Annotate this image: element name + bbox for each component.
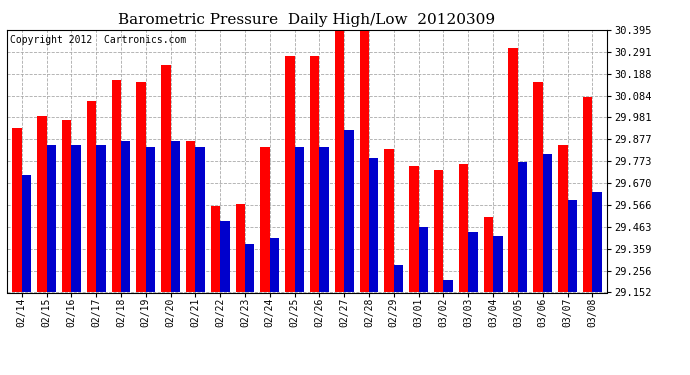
Bar xyxy=(37,116,47,292)
Bar xyxy=(137,82,146,292)
Bar xyxy=(533,82,543,292)
Bar xyxy=(459,164,469,292)
Bar xyxy=(310,56,319,292)
Bar xyxy=(344,130,354,292)
Bar xyxy=(469,232,477,292)
Bar xyxy=(419,228,428,292)
Bar xyxy=(319,147,329,292)
Bar xyxy=(161,65,170,292)
Text: Copyright 2012  Cartronics.com: Copyright 2012 Cartronics.com xyxy=(10,35,186,45)
Bar xyxy=(444,280,453,292)
Bar xyxy=(96,145,106,292)
Bar xyxy=(211,206,220,292)
Bar xyxy=(592,192,602,292)
Bar xyxy=(121,141,130,292)
Bar xyxy=(146,147,155,292)
Bar xyxy=(518,162,527,292)
Bar xyxy=(434,170,444,292)
Bar xyxy=(583,96,592,292)
Bar xyxy=(12,128,22,292)
Bar xyxy=(409,166,419,292)
Bar xyxy=(62,120,71,292)
Bar xyxy=(260,147,270,292)
Bar xyxy=(285,56,295,292)
Bar xyxy=(509,48,518,292)
Bar xyxy=(170,141,180,292)
Bar xyxy=(47,145,56,292)
Bar xyxy=(359,31,369,292)
Bar xyxy=(369,158,379,292)
Bar xyxy=(112,80,121,292)
Bar xyxy=(22,175,31,292)
Bar xyxy=(245,244,255,292)
Bar xyxy=(186,141,195,292)
Bar xyxy=(558,145,567,292)
Bar xyxy=(295,147,304,292)
Bar xyxy=(567,200,577,292)
Bar xyxy=(335,31,344,292)
Bar xyxy=(493,236,502,292)
Bar xyxy=(384,149,394,292)
Bar xyxy=(235,204,245,292)
Bar xyxy=(543,153,552,292)
Title: Barometric Pressure  Daily High/Low  20120309: Barometric Pressure Daily High/Low 20120… xyxy=(119,13,495,27)
Bar xyxy=(484,217,493,292)
Bar xyxy=(87,101,96,292)
Bar xyxy=(71,145,81,292)
Bar xyxy=(270,238,279,292)
Bar xyxy=(394,266,403,292)
Bar xyxy=(220,221,230,292)
Bar xyxy=(195,147,205,292)
